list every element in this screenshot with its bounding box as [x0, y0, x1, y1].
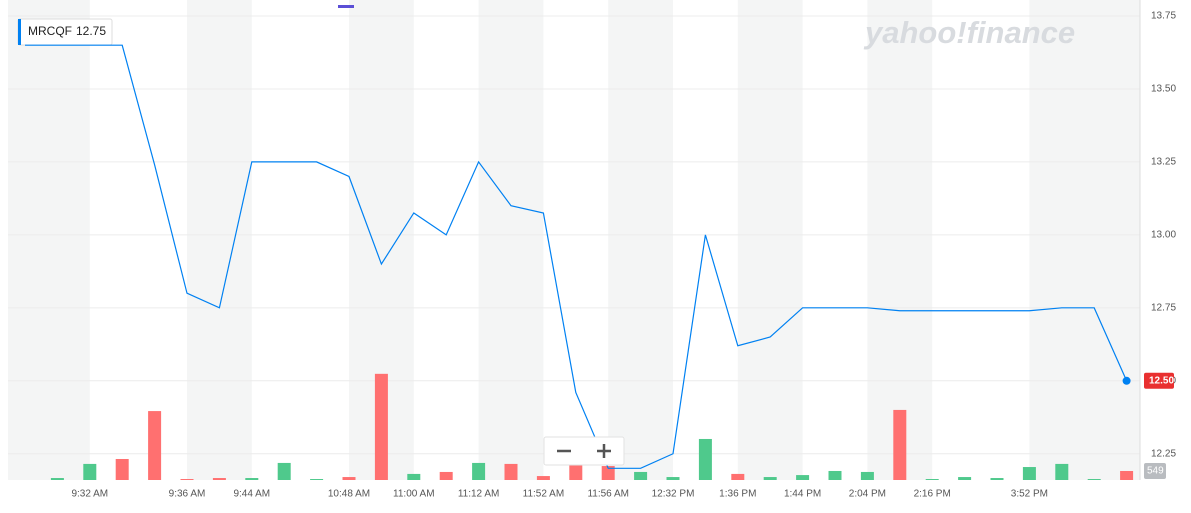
price-line	[25, 44, 1128, 469]
legend-price: 12.75	[76, 24, 106, 38]
volume-bar	[1087, 479, 1101, 480]
volume-bar	[180, 479, 194, 480]
volume-marker-box	[1144, 462, 1166, 479]
price-marker-box	[1144, 372, 1174, 389]
background-bands	[8, 0, 1140, 480]
volume-bar	[50, 478, 64, 480]
volume-bar	[828, 470, 842, 480]
volume-bar	[472, 462, 486, 480]
y-tick-label: 13.50	[1151, 84, 1176, 95]
volume-bar	[925, 479, 939, 480]
volume-bar	[277, 462, 291, 480]
y-tick-label: 12.25	[1151, 448, 1176, 459]
volume-bar	[342, 477, 356, 480]
volume-bar	[83, 463, 97, 480]
volume-bar	[601, 466, 615, 480]
x-tick-label: 9:36 AM	[169, 489, 206, 500]
volume-bar	[115, 458, 129, 480]
x-tick-label: 11:56 AM	[587, 489, 629, 500]
x-tick-label: 2:16 PM	[914, 489, 951, 500]
volume-bar	[990, 478, 1004, 480]
range-indicator	[338, 5, 354, 8]
y-tick-label: 13.75	[1151, 11, 1176, 22]
background-band	[478, 0, 544, 480]
volume-bar	[1022, 467, 1036, 480]
volume-bar	[1055, 463, 1069, 480]
x-tick-label: 10:48 AM	[328, 489, 370, 500]
volume-bar	[536, 476, 550, 480]
background-band	[187, 0, 252, 480]
x-tick-label: 12:32 PM	[652, 489, 695, 500]
volume-bar	[310, 479, 324, 480]
legend-swatch	[18, 19, 21, 45]
zoom-box	[543, 436, 625, 466]
x-tick-label: 9:44 AM	[233, 489, 270, 500]
x-tick-label: 9:32 AM	[71, 489, 108, 500]
volume-bar	[1120, 470, 1134, 480]
x-tick-label: 11:12 AM	[458, 489, 500, 500]
x-tick-label: 1:44 PM	[784, 489, 821, 500]
x-tick-label: 11:52 AM	[523, 489, 565, 500]
volume-bar	[634, 471, 648, 480]
background-band	[8, 0, 90, 480]
background-band	[867, 0, 933, 480]
legend-symbol: MRCQF	[28, 24, 72, 38]
watermark: yahoo!finance	[863, 15, 1075, 50]
price-marker-label: 12.50	[1149, 375, 1174, 386]
volume-bar	[860, 471, 874, 480]
volume-bar	[439, 471, 453, 480]
volume-bar	[698, 438, 712, 480]
volume-bar	[245, 478, 259, 480]
last-point	[1122, 376, 1131, 385]
x-tick-label: 11:00 AM	[393, 489, 435, 500]
volume-bar	[893, 409, 907, 480]
volume-bar	[796, 475, 810, 480]
x-tick-label: 3:52 PM	[1011, 489, 1048, 500]
volume-bar	[148, 411, 162, 480]
volume-bar	[212, 478, 226, 480]
volume-bar	[374, 373, 388, 480]
zoom-control	[543, 436, 625, 466]
background-band	[608, 0, 673, 480]
volume-bar	[407, 473, 421, 480]
volume-bar	[666, 477, 680, 480]
y-tick-label: 12.75	[1151, 302, 1176, 313]
background-band	[737, 0, 803, 480]
volume-marker-label: 549	[1147, 466, 1164, 477]
zoom-in-button[interactable]	[597, 444, 611, 458]
volume-bar	[763, 477, 777, 480]
x-tick-label: 1:36 PM	[719, 489, 756, 500]
volume-bar	[731, 473, 745, 480]
legend: MRCQF 12.75	[17, 18, 113, 46]
x-tick-label: 2:04 PM	[849, 489, 886, 500]
volume-bar	[504, 463, 518, 480]
y-tick-label: 13.25	[1151, 157, 1176, 168]
y-tick-label: 13.00	[1151, 230, 1176, 241]
volume-bar	[958, 477, 972, 480]
background-band	[1029, 0, 1140, 480]
